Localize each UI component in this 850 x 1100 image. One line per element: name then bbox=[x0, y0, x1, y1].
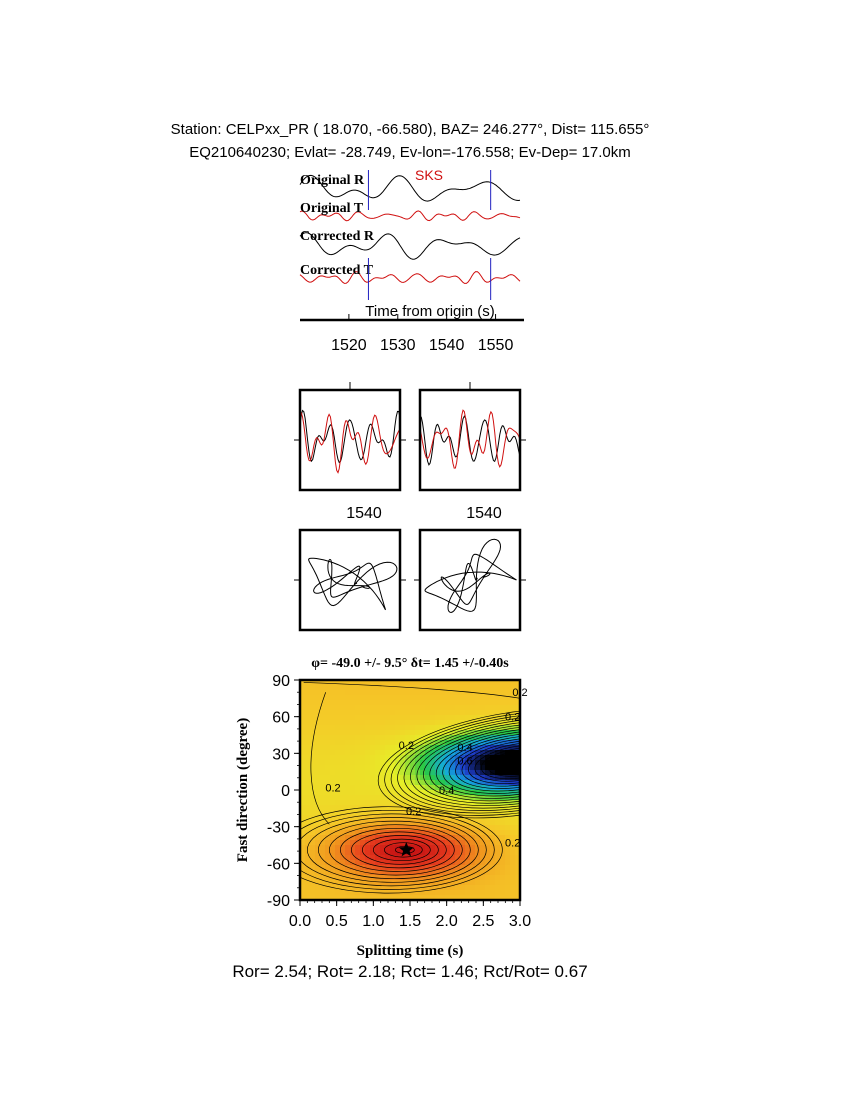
waveform-box-2: 1540 bbox=[414, 382, 526, 522]
time-tick-label-2: 1540 bbox=[429, 337, 465, 354]
trace-1 bbox=[299, 174, 521, 202]
pm-frame bbox=[298, 528, 402, 632]
box-tick-label: 1540 bbox=[346, 505, 382, 522]
particle-path bbox=[308, 557, 398, 611]
station-info: Station: CELPxx_PR ( 18.070, -66.580), B… bbox=[170, 121, 650, 138]
particle-path bbox=[424, 538, 517, 614]
trace-3 bbox=[299, 232, 521, 260]
x-tick-label-4: 2.0 bbox=[436, 913, 458, 930]
time-tick-label-3: 1550 bbox=[478, 337, 514, 354]
contour-label-6: 0.4 bbox=[439, 785, 454, 797]
y-tick-label-1: 60 bbox=[272, 710, 290, 727]
trace-label-3: Corrected R bbox=[300, 229, 375, 244]
y-tick-label-5: -60 bbox=[267, 856, 290, 873]
particle-motion-2 bbox=[414, 528, 526, 632]
x-tick-label-2: 1.0 bbox=[362, 913, 384, 930]
waveform-fast bbox=[419, 415, 521, 466]
time-axis-label: Time from origin (s) bbox=[365, 303, 494, 320]
particle-motion-1 bbox=[294, 528, 406, 632]
phase-label-sks: SKS bbox=[415, 167, 443, 183]
x-tick-label-0: 0.0 bbox=[289, 913, 311, 930]
y-tick-label-3: 0 bbox=[281, 783, 290, 800]
y-tick-label-2: 30 bbox=[272, 746, 290, 763]
y-tick-label-6: -90 bbox=[267, 893, 290, 910]
contour-label-2: 0.2 bbox=[325, 783, 340, 795]
contour-label-1: 0.2 bbox=[399, 740, 414, 752]
box-frame bbox=[418, 388, 522, 492]
grid-search-heatmap: 0.20.20.20.20.40.40.60.20.20.0 0.5 1.0 1.5 2… bbox=[235, 656, 531, 959]
contour-label-7: 0.6 bbox=[457, 756, 472, 768]
waveform-slow bbox=[419, 409, 521, 469]
box-tick-label: 1540 bbox=[466, 505, 502, 522]
waveform-box-1: 1540 bbox=[294, 382, 406, 522]
x-tick-label-6: 3.0 bbox=[509, 913, 531, 930]
contour-label-8: 0.2 bbox=[505, 838, 520, 850]
trace-label-2: Original T bbox=[300, 201, 364, 216]
heatmap-ylabel: Fast direction (degree) bbox=[235, 718, 251, 862]
summary-ratios: Ror= 2.54; Rot= 2.18; Rct= 1.46; Rct/Rot… bbox=[232, 962, 588, 981]
heatmap-xlabel: Splitting time (s) bbox=[357, 943, 464, 959]
heatmap-cells bbox=[300, 680, 520, 900]
contour-label-5: 0.4 bbox=[457, 742, 472, 754]
x-tick-label-5: 2.5 bbox=[472, 913, 494, 930]
trace-label-1: Original R bbox=[300, 173, 365, 188]
time-tick-label-0: 1520 bbox=[331, 337, 367, 354]
y-tick-label-0: 90 bbox=[272, 673, 290, 690]
x-tick-label-1: 0.5 bbox=[326, 913, 348, 930]
pm-frame bbox=[418, 528, 522, 632]
x-tick-label-3: 1.5 bbox=[399, 913, 421, 930]
contour-label-3: 0.2 bbox=[505, 712, 520, 724]
contour-lines bbox=[300, 682, 520, 894]
best-fit-star bbox=[398, 841, 414, 857]
trace-4 bbox=[299, 271, 521, 284]
trace-2 bbox=[299, 210, 521, 222]
contour-label-4: 0.2 bbox=[406, 806, 421, 818]
box-frame bbox=[298, 388, 402, 492]
waveform-slow bbox=[299, 412, 401, 474]
trace-label-4: Corrected T bbox=[300, 263, 374, 278]
waveform-fast bbox=[299, 409, 401, 464]
trace-panel: Original R Original T Corrected R Corrected… bbox=[299, 167, 524, 354]
y-tick-label-4: -30 bbox=[267, 820, 290, 837]
event-info: EQ210640230; Evlat= -28.749, Ev-lon=-176… bbox=[189, 144, 631, 161]
heatmap-title: φ= -49.0 +/- 9.5° δt= 1.45 +/-0.40s bbox=[311, 656, 509, 671]
time-tick-label-1: 1530 bbox=[380, 337, 416, 354]
